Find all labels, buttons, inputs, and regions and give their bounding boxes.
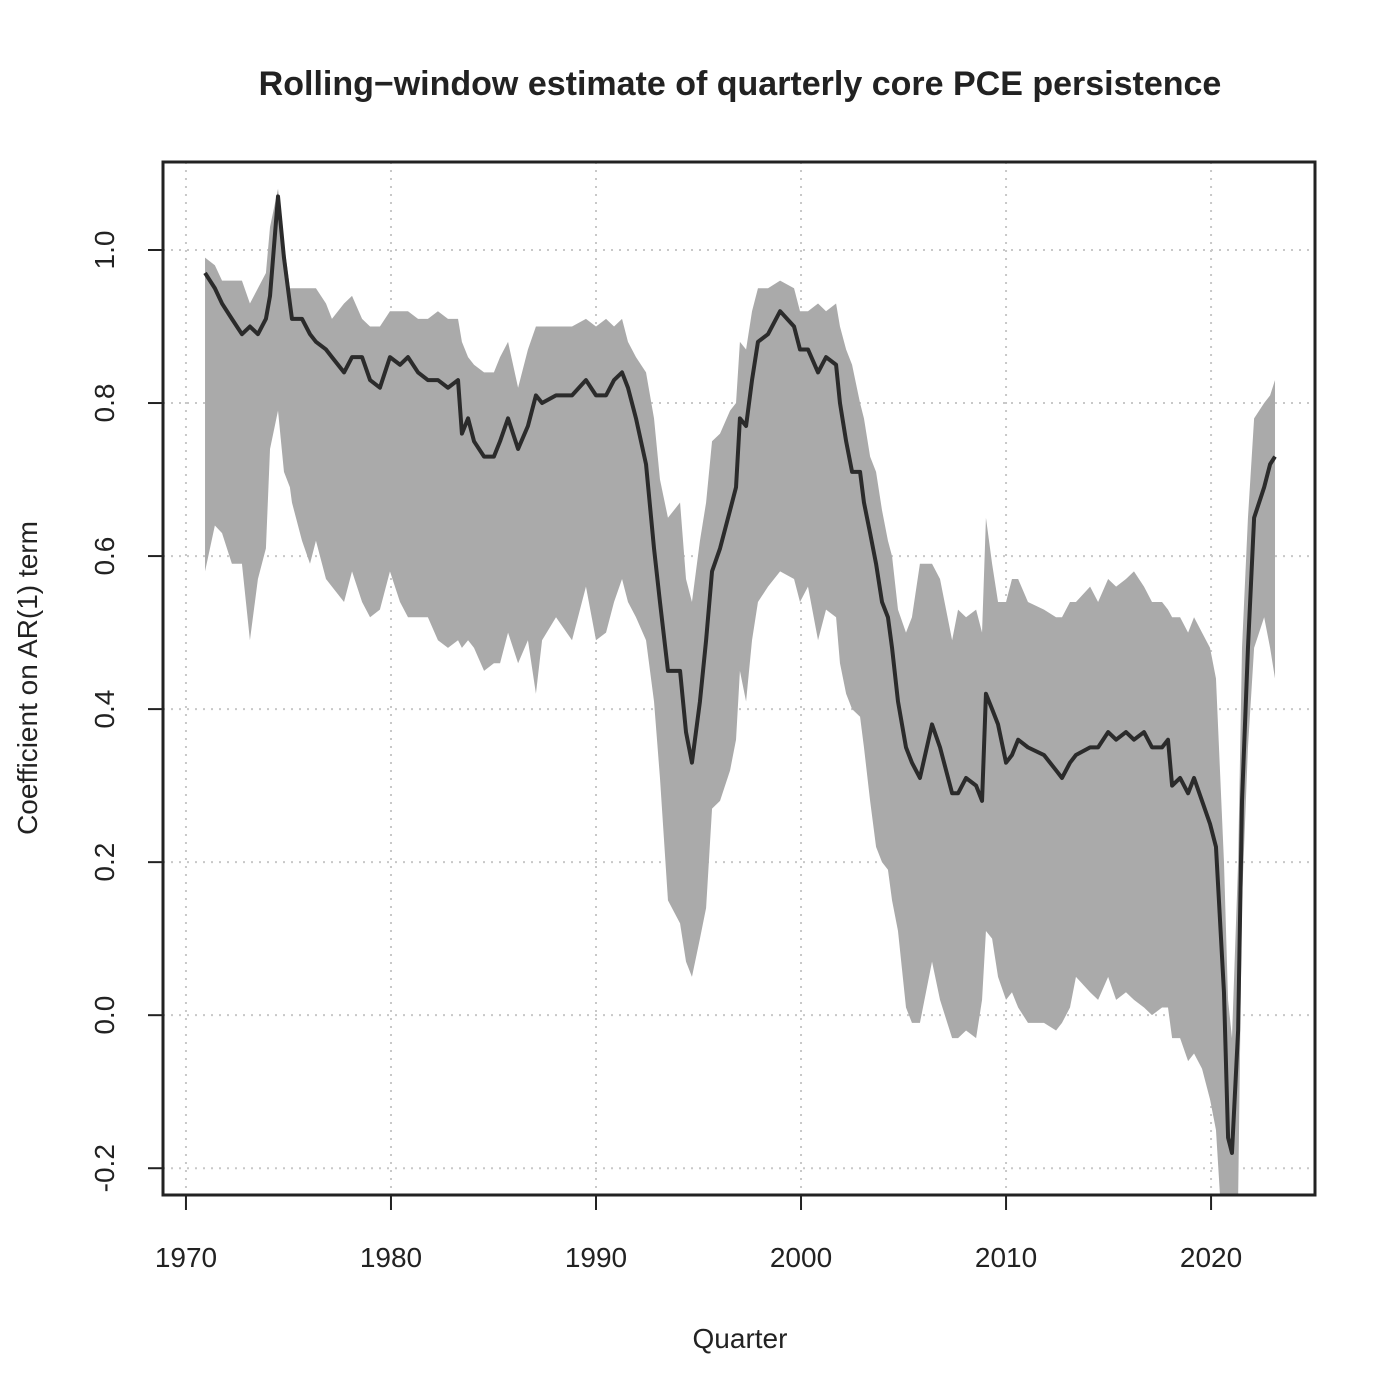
y-tick-label: 0.8 xyxy=(89,384,120,423)
confidence-band xyxy=(205,188,1276,1195)
x-tick-label: 1990 xyxy=(565,1242,627,1273)
x-tick-label: 1970 xyxy=(155,1242,217,1273)
y-tick-label: 0.2 xyxy=(89,843,120,882)
x-tick-label: 2000 xyxy=(770,1242,832,1273)
x-axis-title: Quarter xyxy=(693,1323,788,1354)
y-axis-title: Coefficient on AR(1) term xyxy=(12,521,43,835)
x-tick-label: 1980 xyxy=(360,1242,422,1273)
y-tick-label: 0.6 xyxy=(89,537,120,576)
axes: 1970 1980 1990 2000 2010 2020 -0.2 0.0 0.2 0.4 0.6… xyxy=(89,231,1242,1273)
x-tick-label: 2010 xyxy=(975,1242,1037,1273)
plot-area xyxy=(203,188,1277,1195)
y-tick-label: 0.4 xyxy=(89,690,120,729)
chart-title: Rolling−window estimate of quarterly cor… xyxy=(259,65,1222,103)
y-tick-label: -0.2 xyxy=(89,1144,120,1192)
estimate-line xyxy=(203,194,1277,1155)
y-tick-label: 1.0 xyxy=(89,231,120,270)
x-tick-label: 2020 xyxy=(1180,1242,1242,1273)
y-tick-label: 0.0 xyxy=(89,996,120,1035)
plot-frame xyxy=(161,160,1317,1197)
